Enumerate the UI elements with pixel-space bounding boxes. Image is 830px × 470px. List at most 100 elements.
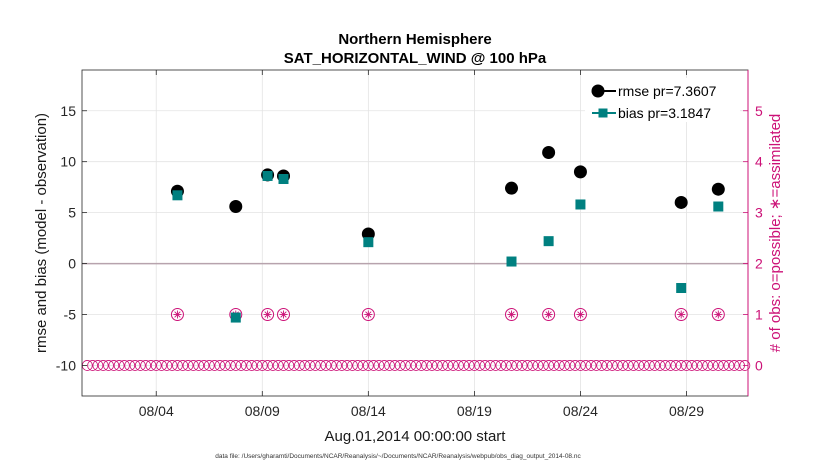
- obs-possible-marker: [712, 360, 724, 371]
- obs-possible-marker: [134, 360, 146, 371]
- obs-possible-marker: [500, 360, 512, 371]
- obs-possible-marker: [421, 360, 433, 371]
- obs-assimilated-star: [365, 311, 372, 318]
- x-axis-label: Aug.01,2014 00:00:00 start: [325, 428, 507, 445]
- obs-possible-marker: [654, 360, 666, 371]
- axis-ticks: 08/04 08/09 08/14 08/19 08/24 08/29-10-505101…: [56, 70, 763, 419]
- obs-possible-marker: [590, 360, 602, 371]
- obs-possible-marker: [638, 360, 650, 371]
- obs-possible-marker: [209, 360, 220, 371]
- obs-possible-marker: [235, 360, 247, 371]
- obs-assimilated-circle: [674, 308, 688, 321]
- legend-rmse-label: rmse pr=7.3607: [618, 83, 717, 99]
- obs-possible-marker: [564, 360, 576, 371]
- obs-possible-marker: [240, 360, 252, 371]
- obs-assimilated-circle: [542, 308, 556, 321]
- obs-possible-marker: [347, 360, 358, 371]
- obs-possible-marker: [304, 360, 316, 371]
- obs-assimilated-marker: [276, 308, 290, 321]
- obs-possible-marker: [707, 360, 719, 371]
- obs-possible-marker: [463, 360, 475, 371]
- x-tick-label: 08/24: [563, 403, 598, 419]
- obs-assimilated-star: [715, 311, 722, 318]
- obs-possible-marker: [145, 360, 157, 371]
- obs-possible-marker: [251, 360, 263, 371]
- obs-assimilated-marker: [711, 308, 725, 321]
- obs-possible-marker: [394, 360, 406, 371]
- bias-point: [676, 283, 687, 294]
- obs-possible-marker: [113, 360, 125, 371]
- y-axis-label: rmse and bias (model - observation): [33, 113, 50, 353]
- obs-possible-marker: [628, 360, 639, 371]
- data-marks: [81, 146, 751, 371]
- obs-possible-marker: [246, 360, 258, 371]
- obs-possible-marker: [389, 360, 401, 371]
- obs-possible-marker: [87, 360, 99, 371]
- obs-possible-marker: [670, 360, 682, 371]
- obs-assimilated-marker: [170, 308, 184, 321]
- obs-assimilated-star: [174, 311, 181, 318]
- obs-possible-marker: [643, 360, 655, 371]
- obs-assimilated-star: [577, 311, 584, 318]
- obs-possible-marker: [447, 360, 459, 371]
- obs-possible-marker: [278, 360, 289, 371]
- obs-assimilated-marker: [674, 308, 688, 321]
- obs-assimilated-circle: [711, 308, 725, 321]
- obs-possible-marker: [140, 360, 152, 371]
- obs-assimilated-star: [545, 311, 552, 318]
- obs-possible-marker: [442, 360, 454, 371]
- data-file-footnote: data file: /Users/gharamti/Documents/NCA…: [215, 453, 581, 460]
- obs-possible-marker: [193, 360, 205, 371]
- obs-assimilated-marker: [573, 308, 587, 321]
- obs-possible-marker: [569, 360, 581, 371]
- legend-rmse-marker: [591, 84, 605, 98]
- obs-possible-marker: [331, 360, 342, 371]
- bias-point: [506, 256, 517, 267]
- obs-possible-marker: [108, 360, 120, 371]
- legend-bias-label: bias pr=3.1847: [618, 105, 711, 121]
- obs-possible-marker: [612, 360, 623, 371]
- obs-possible-marker: [362, 360, 374, 371]
- y2-tick-label: 5: [755, 103, 763, 119]
- obs-possible-marker: [315, 360, 327, 371]
- obs-possible-marker: [596, 360, 608, 371]
- obs-possible-marker: [172, 360, 183, 371]
- obs-possible-marker: [516, 360, 528, 371]
- bias-point: [543, 236, 554, 247]
- obs-assimilated-star: [280, 311, 287, 318]
- obs-possible-marker: [458, 360, 470, 371]
- obs-possible-marker: [198, 360, 210, 371]
- obs-possible-marker: [373, 360, 385, 371]
- obs-possible-marker: [256, 360, 268, 371]
- obs-possible-marker: [150, 360, 162, 371]
- obs-possible-marker: [161, 360, 173, 371]
- obs-possible-marker: [336, 360, 348, 371]
- obs-possible-marker: [606, 360, 618, 371]
- x-tick-label: 08/29: [669, 403, 704, 419]
- x-tick-label: 08/09: [245, 403, 280, 419]
- obs-possible-marker: [543, 360, 555, 371]
- obs-assimilated-circle: [573, 308, 587, 321]
- obs-possible-marker: [527, 360, 539, 371]
- obs-possible-marker: [288, 360, 300, 371]
- obs-possible-marker: [426, 360, 438, 371]
- bias-point: [363, 237, 374, 248]
- obs-possible-marker: [691, 360, 703, 371]
- obs-assimilated-circle: [505, 308, 519, 321]
- obs-possible-marker: [283, 360, 295, 371]
- rmse-point: [573, 165, 587, 179]
- obs-possible-marker: [357, 360, 369, 371]
- obs-assimilated-marker: [261, 308, 275, 321]
- obs-possible-marker: [320, 360, 332, 371]
- obs-possible-marker: [129, 360, 141, 371]
- obs-possible-marker: [484, 360, 496, 371]
- rmse-point: [711, 182, 725, 196]
- rmse-point: [542, 146, 556, 160]
- obs-possible-marker: [675, 360, 687, 371]
- legend-bias-marker: [598, 108, 608, 118]
- rmse-point: [674, 195, 688, 209]
- obs-possible-marker: [182, 360, 194, 371]
- obs-possible-marker: [267, 360, 279, 371]
- obs-possible-marker: [575, 360, 586, 371]
